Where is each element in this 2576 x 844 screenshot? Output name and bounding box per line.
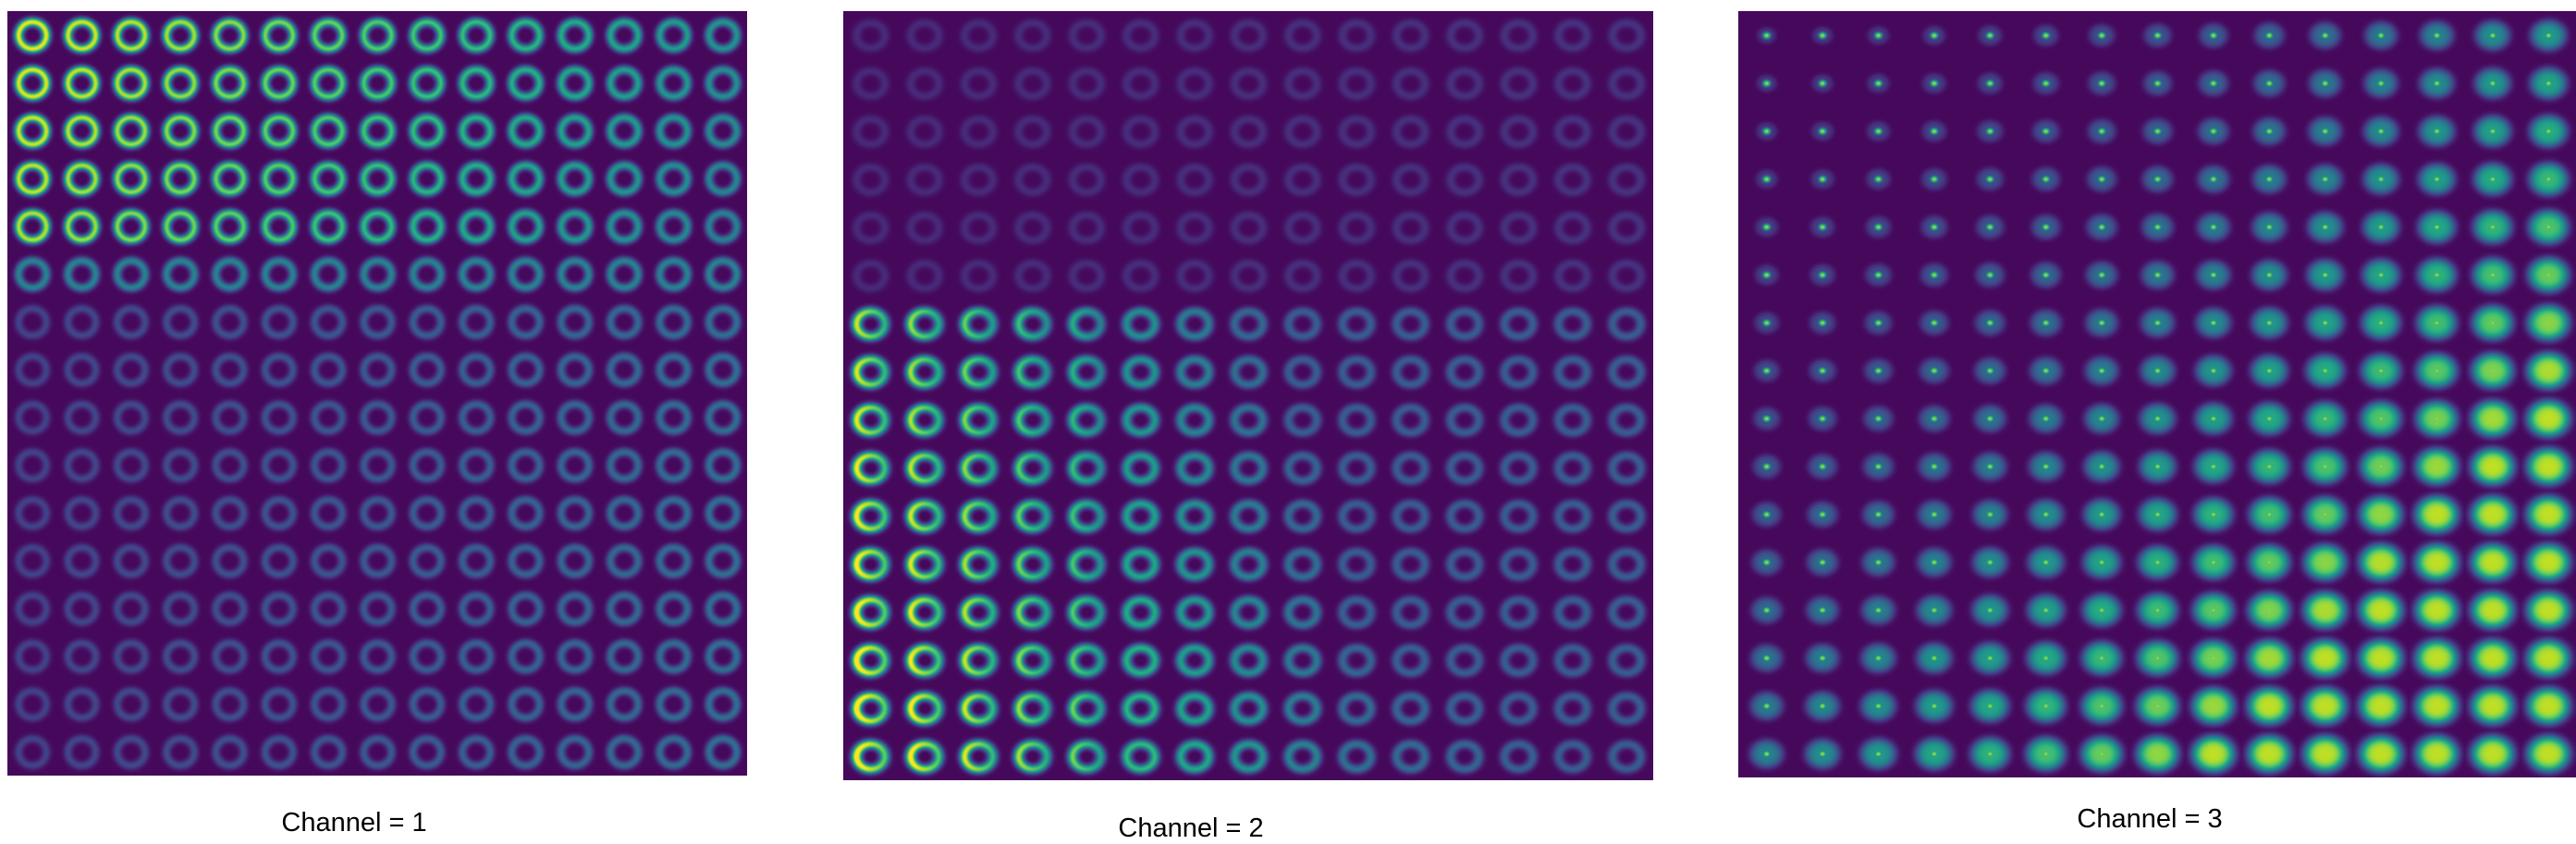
channel-3-caption: Channel = 3 — [2077, 804, 2223, 834]
channel-3-heatmap-grid — [1738, 11, 2576, 777]
channel-3-image — [1738, 11, 2576, 777]
channel-2-image — [843, 11, 1653, 780]
channel-1-image — [7, 11, 747, 776]
channel-2-caption: Channel = 2 — [1118, 813, 1264, 843]
channel-1-caption: Channel = 1 — [281, 808, 427, 838]
channel-2-heatmap-grid — [843, 11, 1653, 780]
channel-1-heatmap-grid — [7, 11, 747, 776]
